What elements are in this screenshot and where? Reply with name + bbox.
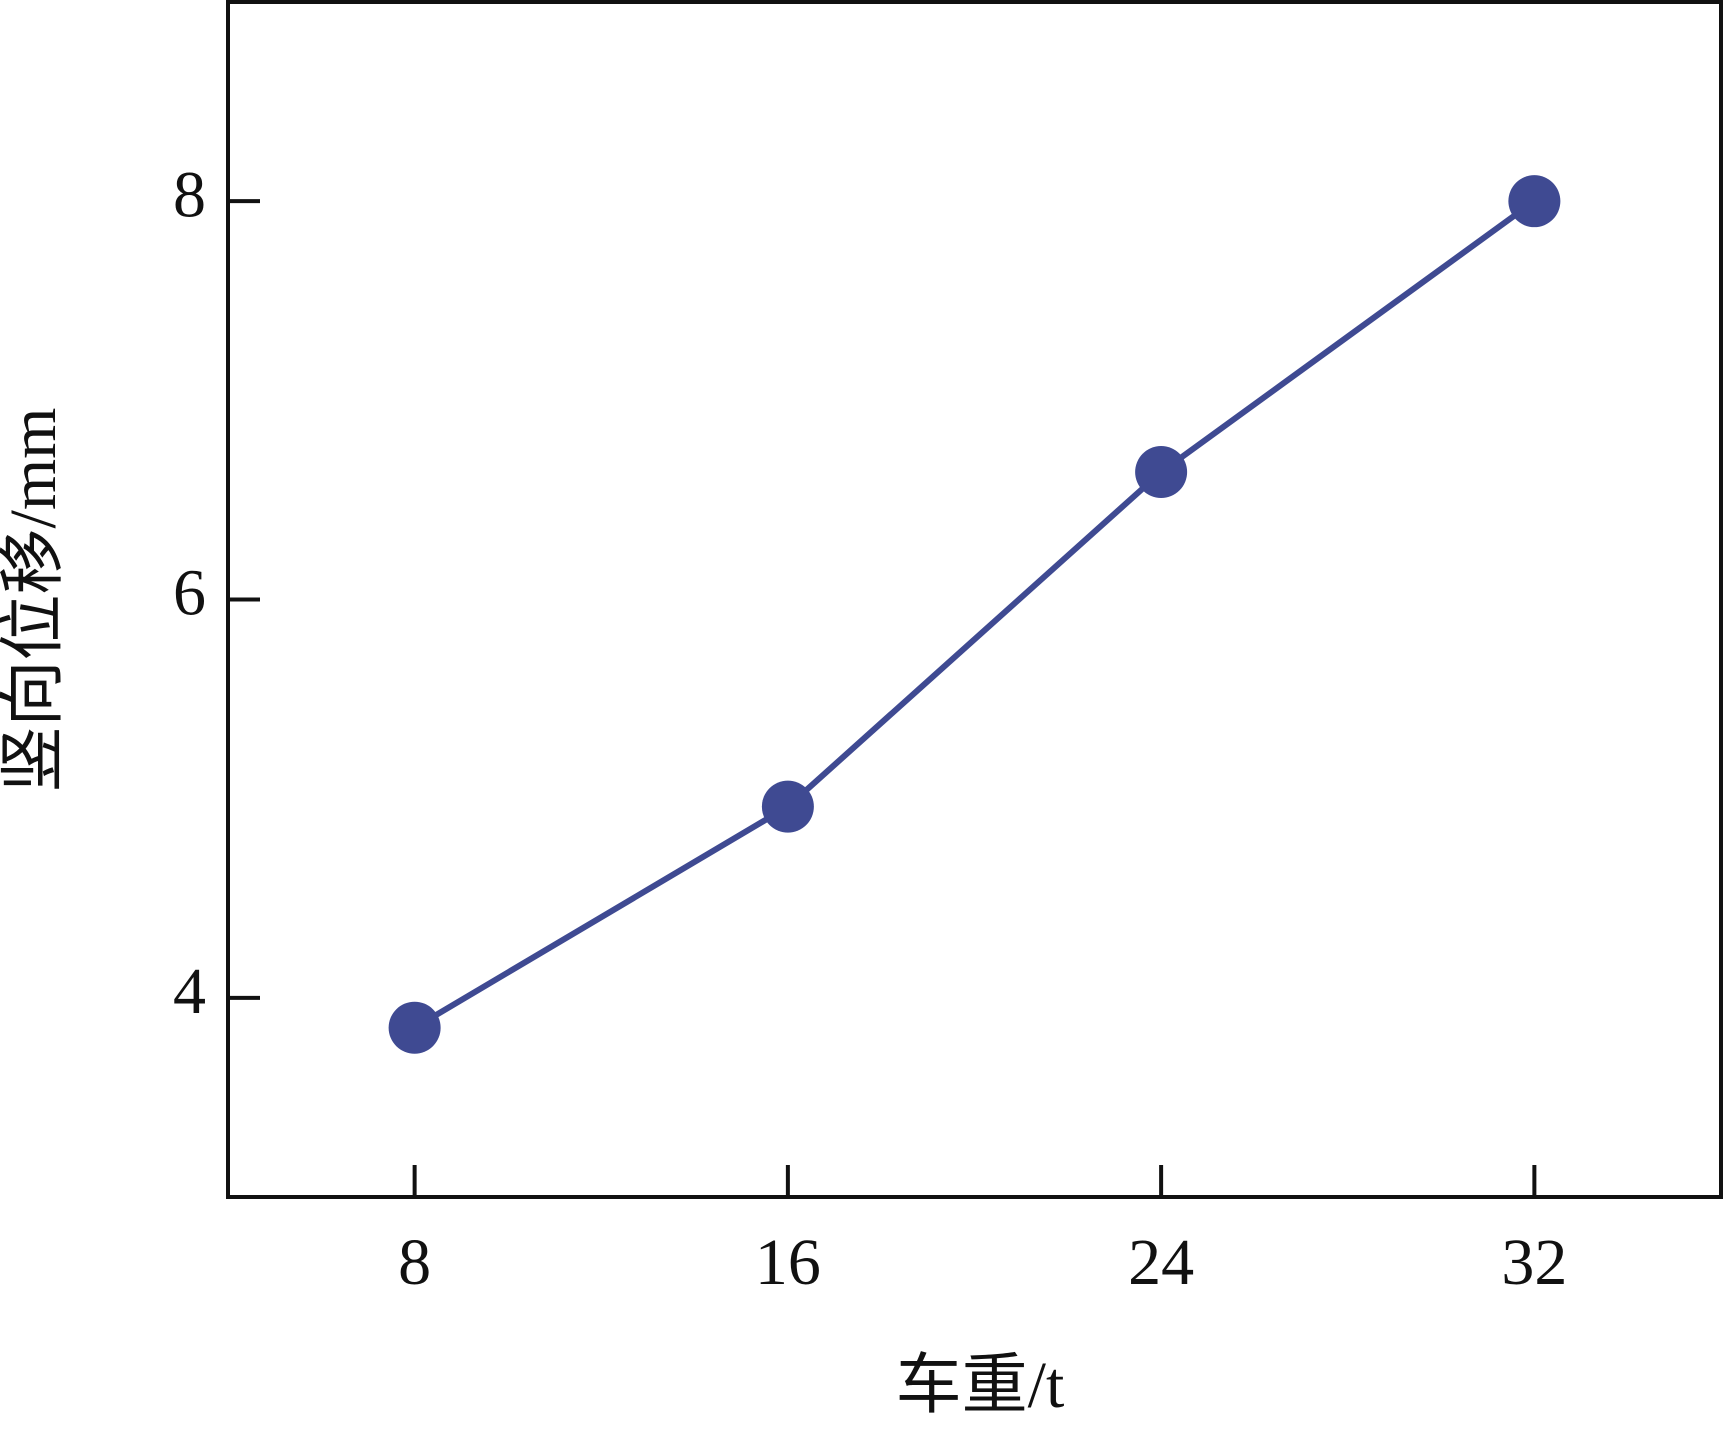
y-tick-label: 8 [173, 158, 206, 231]
y-tick-label: 4 [173, 955, 206, 1028]
y-axis-label: 竖向位移/mm [0, 407, 70, 792]
data-line [413, 198, 1537, 1031]
data-point [388, 1001, 441, 1054]
x-axis-label: 车重/t [896, 1349, 1065, 1422]
plot-frame [226, 0, 1723, 1199]
x-tick-label: 24 [1128, 1226, 1194, 1299]
data-point [1135, 446, 1188, 499]
x-tick-label: 32 [1501, 1226, 1567, 1299]
data-point [1508, 175, 1561, 228]
x-tick-label: 8 [398, 1226, 431, 1299]
data-point [761, 780, 814, 833]
x-tick-label: 16 [755, 1226, 821, 1299]
y-tick-label: 6 [173, 557, 206, 630]
